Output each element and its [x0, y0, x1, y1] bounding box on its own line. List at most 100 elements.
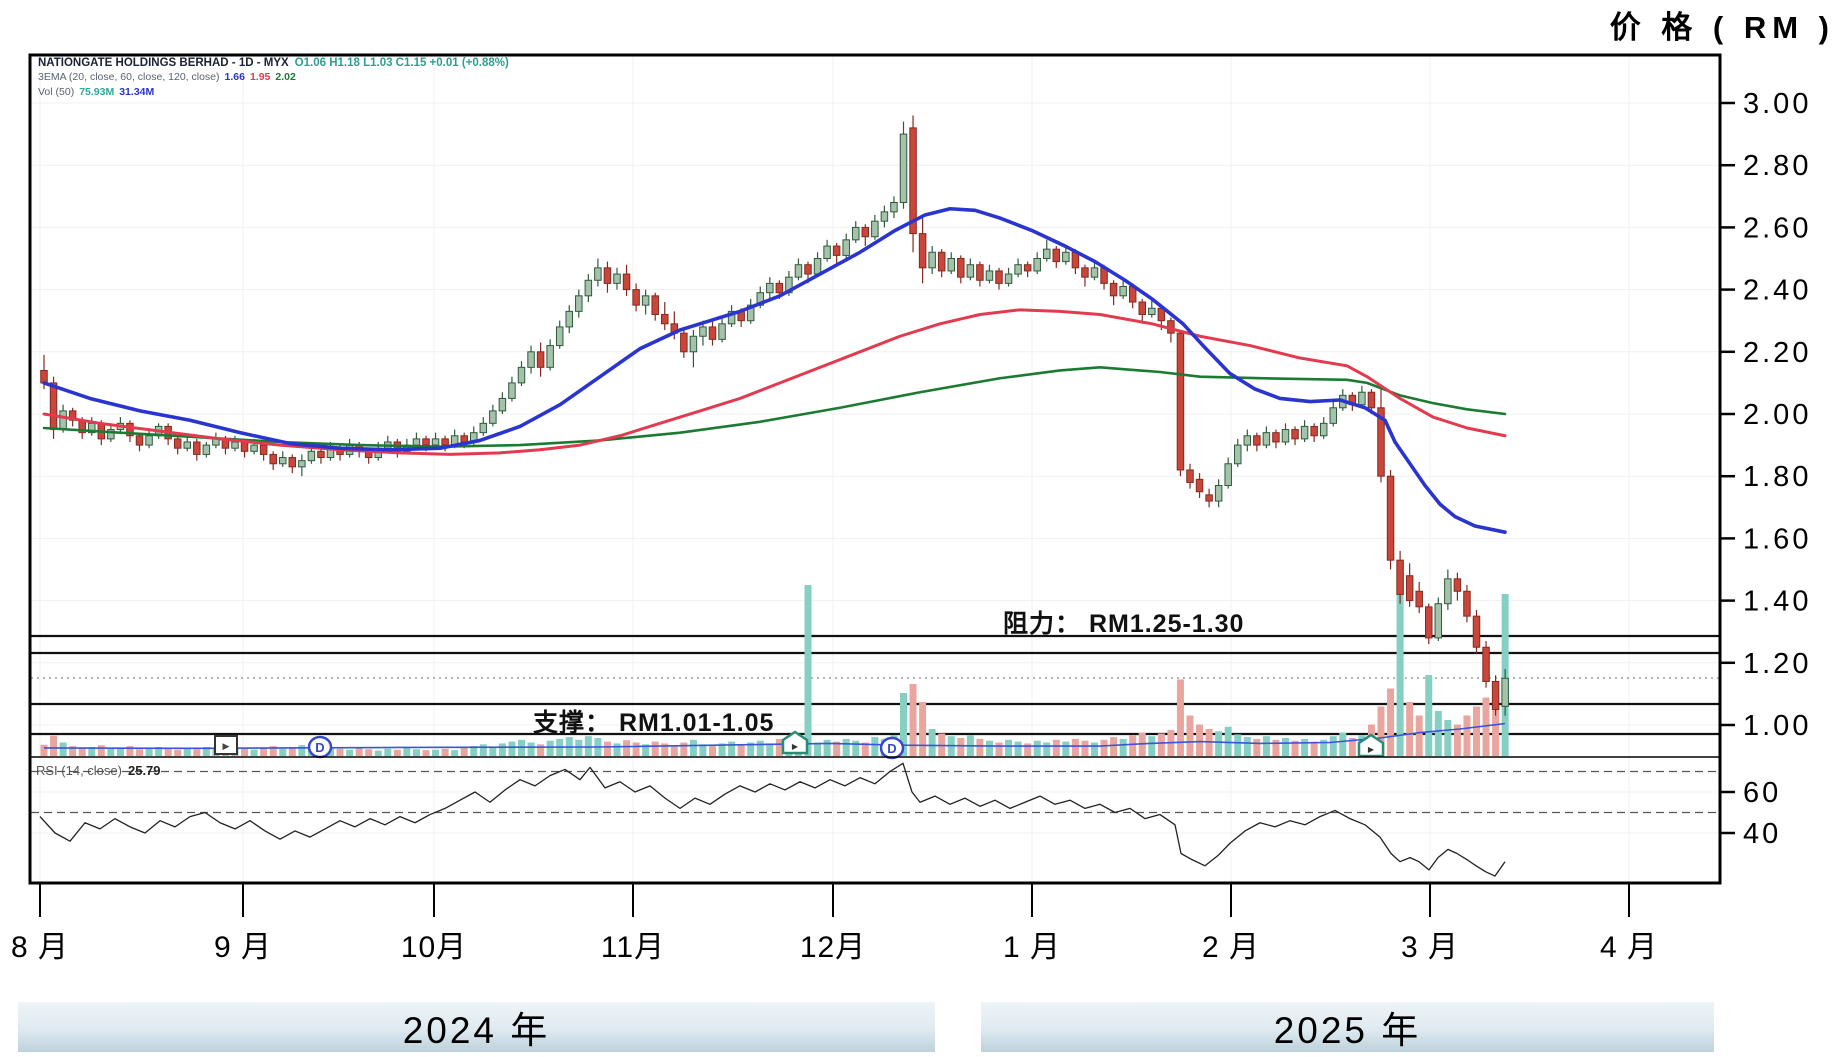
volume-bar: [1348, 738, 1356, 756]
resistance-annotation: 阻力： RM1.25-1.30: [1003, 610, 1245, 638]
volume-bar: [355, 747, 363, 756]
candle-body: [1043, 248, 1051, 259]
volume-indicator-label: Vol (50): [38, 85, 75, 98]
candle-body: [317, 450, 325, 459]
volume-bar: [1081, 740, 1089, 756]
candle-body: [498, 397, 507, 412]
candle-body: [565, 310, 573, 328]
volume-bar: [145, 747, 153, 756]
volume-bar: [1463, 715, 1471, 756]
volume-bar: [1473, 706, 1480, 756]
candle-body: [269, 453, 277, 465]
volume-bar: [155, 747, 163, 756]
volume-bar: [1062, 741, 1070, 756]
volume-bar: [775, 738, 783, 756]
candle-body: [250, 444, 258, 452]
volume-bar: [1396, 589, 1404, 756]
volume-value: 75.93M: [79, 85, 115, 98]
volume-bar: [871, 737, 879, 756]
legend-volume-line: Vol (50) 75.93M 31.34M: [38, 86, 509, 99]
price-tick-label: 2.60: [1743, 212, 1811, 244]
volume-bar: [900, 693, 907, 756]
candle-body: [1272, 432, 1280, 443]
rsi-tick-label: 40: [1743, 818, 1781, 850]
candle-body: [1396, 559, 1404, 595]
candle-body: [680, 332, 688, 353]
volume-bar: [298, 745, 306, 756]
ema120-value: 2.02: [275, 71, 296, 84]
candle-body: [1358, 391, 1366, 406]
volume-bar: [718, 743, 726, 756]
candle-body: [1224, 463, 1232, 487]
candle-body: [1205, 494, 1213, 502]
candle-body: [957, 258, 965, 278]
candle-body: [937, 251, 946, 272]
candle-body: [231, 441, 239, 449]
candle-body: [1472, 615, 1481, 648]
candle-body: [135, 435, 144, 446]
volume-bar: [699, 744, 707, 756]
volume-bar: [756, 740, 764, 756]
volume-bar: [1234, 734, 1242, 756]
candle-body: [1014, 264, 1022, 275]
candle-body: [651, 295, 659, 315]
price-axis-layer: 3.00 2.80 2.60 2.40 2.20 2.00 1.80 1.60 1.40 1.20…: [1720, 88, 1811, 850]
candle-body: [1310, 425, 1318, 437]
volume-bar: [527, 742, 535, 756]
candle-body: [603, 267, 612, 284]
candle-body: [1253, 435, 1261, 446]
volume-bar: [432, 749, 440, 756]
volume-bar: [1024, 743, 1032, 756]
ema20-line: [42, 206, 1507, 534]
candle-body: [766, 282, 774, 294]
candle-body: [1415, 590, 1423, 608]
candle-body: [173, 438, 182, 449]
earnings-marker-glyph: ▶: [792, 742, 799, 751]
volume-bar: [623, 740, 631, 756]
volume-bar: [1282, 738, 1289, 756]
candle-body: [794, 264, 803, 278]
volume-bar: [384, 748, 392, 756]
volume-bar: [470, 746, 478, 756]
candle-body: [708, 326, 717, 340]
volume-ma-layer: [43, 722, 1506, 750]
volume-bar: [441, 748, 449, 756]
volume-bar: [1091, 742, 1098, 756]
candle-body: [1329, 407, 1337, 424]
month-tick-label: 12月: [800, 931, 866, 964]
volume-bar: [1157, 733, 1165, 756]
candle-body: [536, 351, 545, 368]
volume-bar: [126, 746, 134, 756]
volume-bar: [1110, 737, 1118, 756]
volume-bar: [976, 738, 984, 756]
candle-body: [479, 422, 488, 434]
candle-body: [1386, 475, 1395, 561]
candle-body: [546, 345, 554, 368]
volume-bar: [985, 740, 993, 756]
candle-body: [240, 441, 249, 452]
volume-bar: [288, 747, 296, 756]
volume-bar: [508, 741, 516, 756]
candle-body: [823, 245, 831, 259]
volume-bar: [957, 738, 965, 756]
candle-body: [861, 226, 870, 238]
candle-body: [1052, 248, 1061, 263]
volume-bar: [1196, 724, 1204, 756]
candle-body: [517, 366, 526, 384]
volume-bar: [804, 585, 812, 756]
volume-bar: [1482, 697, 1490, 756]
candle-body: [298, 460, 306, 468]
candle-body: [1234, 444, 1242, 465]
volume-bar: [489, 747, 497, 756]
time-axis-layer: 8 月 9 月 10月 11月 12月 1 月 2 月 3 月 4 月: [11, 884, 1657, 964]
rsi-value: 25.79: [127, 763, 161, 778]
earnings-marker-icon: [781, 730, 809, 755]
candle-body: [880, 211, 889, 222]
volume-bar: [451, 750, 459, 756]
volume-bar: [1291, 740, 1299, 756]
volume-bar: [183, 747, 191, 756]
flag-marker-icon: [214, 735, 238, 755]
volume-bar: [833, 741, 841, 756]
volume-bar: [632, 742, 640, 756]
candle-body: [1119, 285, 1127, 297]
